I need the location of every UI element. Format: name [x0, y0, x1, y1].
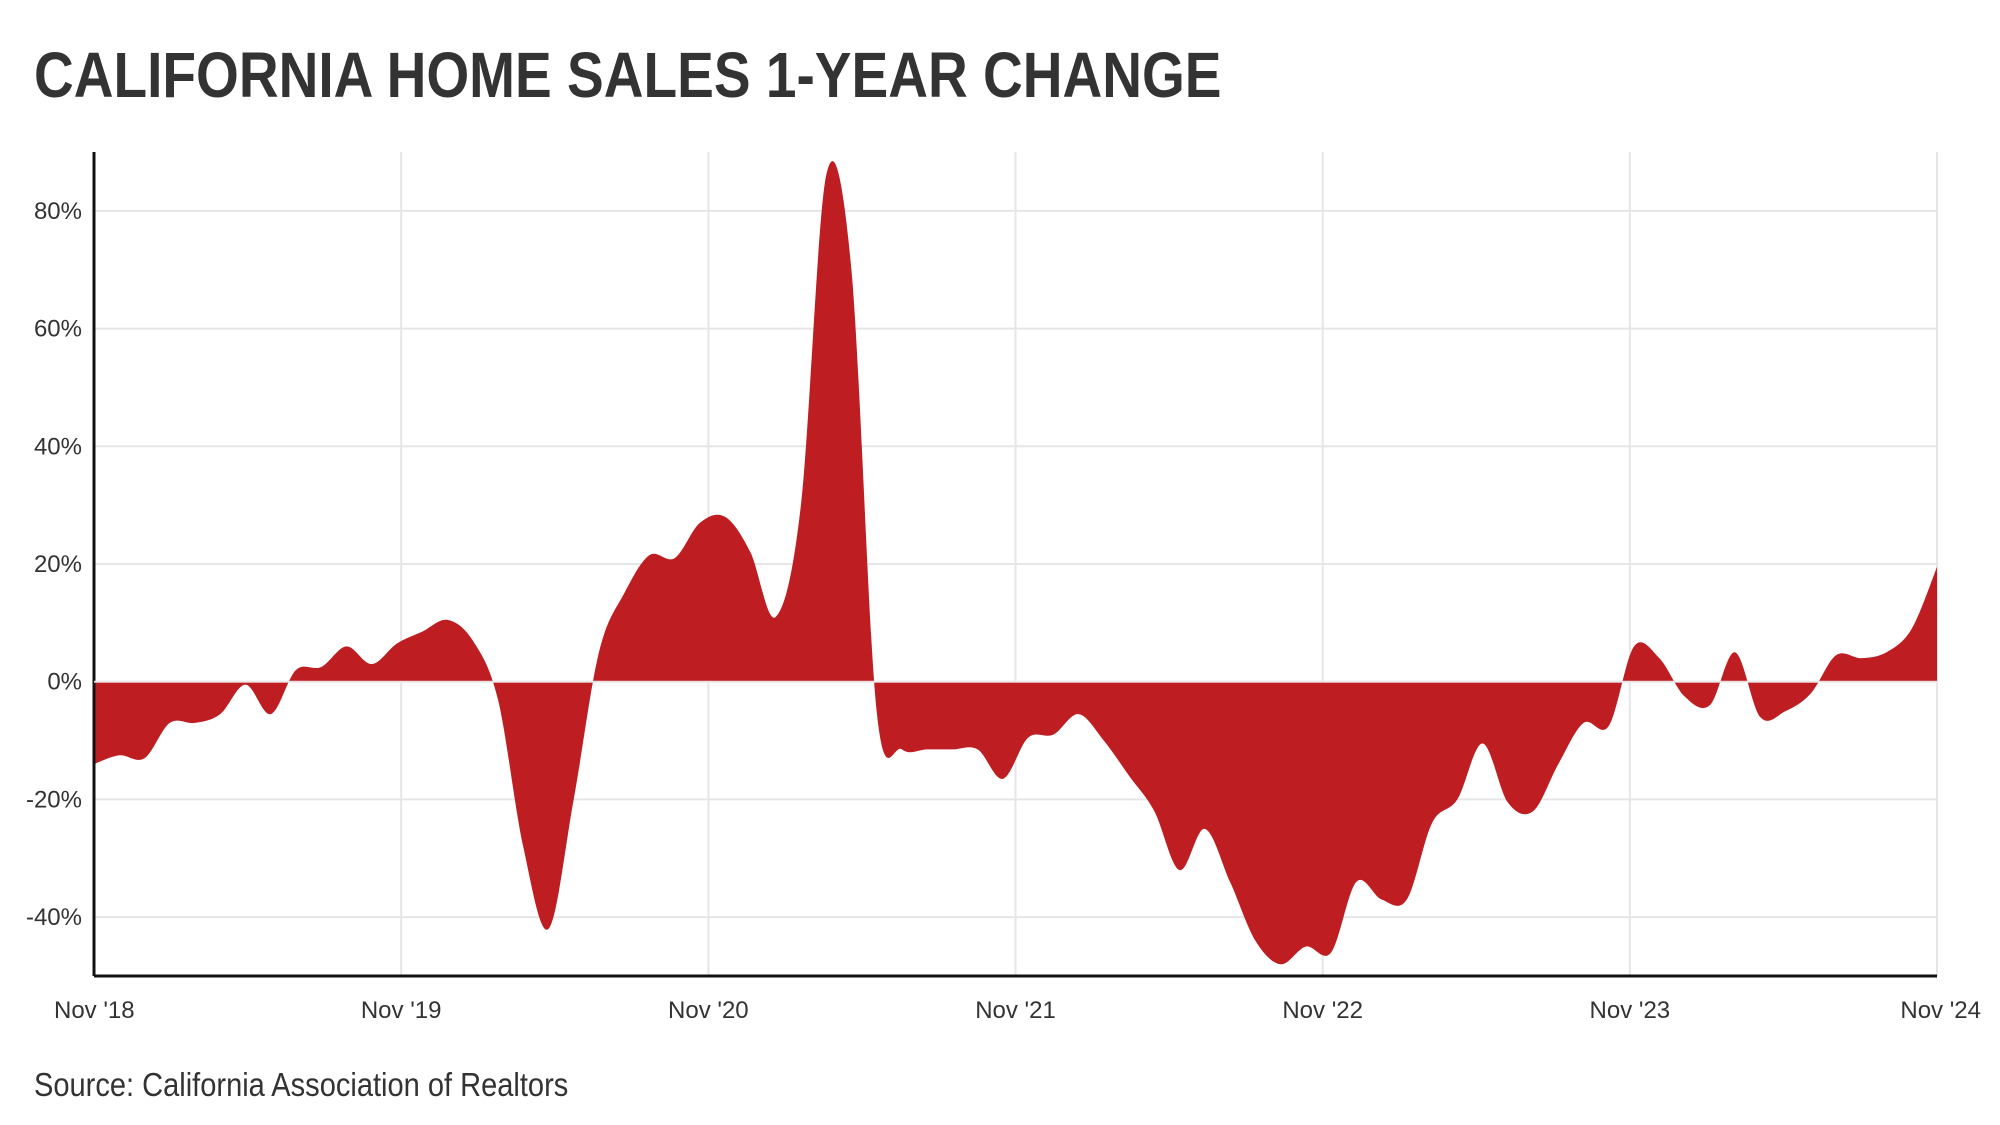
y-tick-label: 40% [34, 433, 82, 460]
x-tick-label: Nov '20 [668, 997, 749, 1024]
y-axis-ticks: -40% -20% 0% 20% 40% 60% 80% [26, 198, 82, 931]
source-note: Source: California Association of Realto… [34, 1066, 569, 1103]
y-tick-label: 80% [34, 198, 82, 225]
x-tick-label: Nov '21 [975, 997, 1056, 1024]
chart-title: CALIFORNIA HOME SALES 1-YEAR CHANGE [34, 39, 1222, 111]
y-tick-label: 20% [34, 551, 82, 578]
gridlines [94, 152, 1938, 976]
x-tick-label: Nov '19 [361, 997, 442, 1024]
y-tick-label: -40% [26, 904, 82, 931]
x-tick-label: Nov '22 [1282, 997, 1363, 1024]
y-tick-label: 60% [34, 316, 82, 343]
x-tick-label: Nov '24 [1900, 997, 1981, 1024]
x-tick-label: Nov '23 [1590, 997, 1671, 1024]
area-series [94, 161, 1937, 965]
axes [92, 152, 1937, 978]
x-axis-ticks: Nov '18 Nov '19 Nov '20 Nov '21 Nov '22 Nov '… [54, 997, 1981, 1024]
area-fill [94, 161, 1937, 965]
y-tick-label: 0% [47, 669, 82, 696]
x-tick-label: Nov '18 [54, 997, 135, 1024]
y-tick-label: -20% [26, 786, 82, 813]
